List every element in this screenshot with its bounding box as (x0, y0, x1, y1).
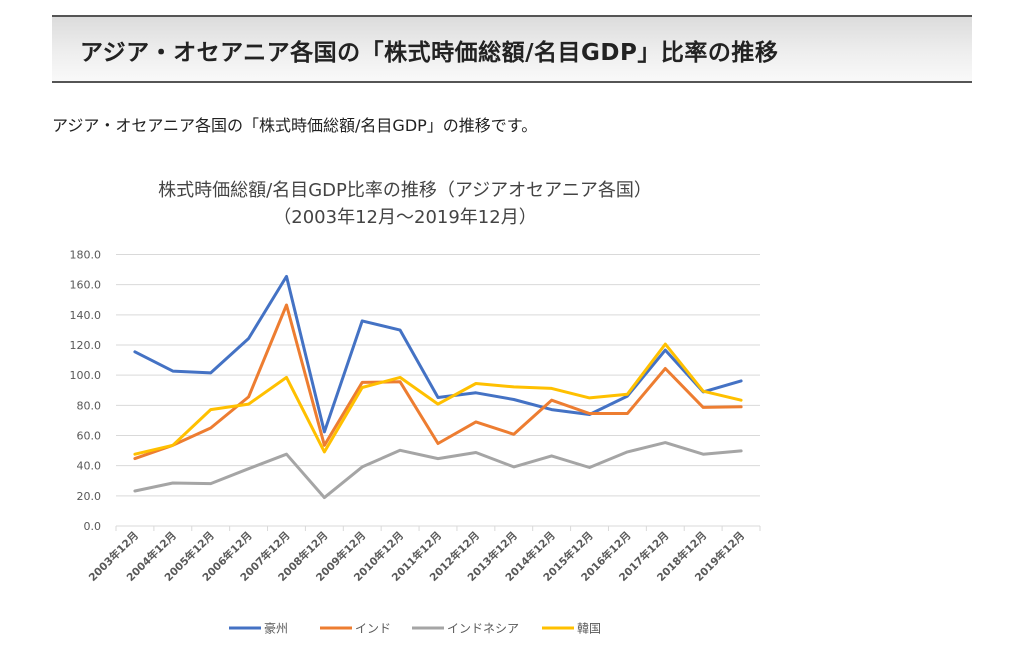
y-tick-label: 100.0 (70, 369, 102, 382)
y-tick-label: 80.0 (77, 399, 102, 412)
y-tick-label: 40.0 (77, 460, 102, 473)
legend-item: インド (320, 622, 391, 636)
gridlines (116, 254, 760, 497)
y-tick-label: 120.0 (70, 339, 102, 352)
legend-label: インドネシア (447, 622, 519, 636)
chart-subtitle: （2003年12月～2019年12月） (273, 207, 537, 228)
legend: 豪州 インド インドネシア 韓国 (229, 621, 601, 636)
series-line-2 (133, 441, 743, 500)
x-axis: 2003年12月2004年12月2005年12月2006年12月2007年12月… (86, 525, 761, 584)
y-tick-label: 20.0 (77, 490, 102, 503)
section-title: アジア・オセアニア各国の「株式時価総額/名目GDP」比率の推移 (80, 40, 779, 66)
legend-item: 豪州 (229, 621, 288, 636)
legend-item: インドネシア (412, 622, 519, 636)
y-tick-label: 180.0 (70, 249, 102, 262)
y-axis-ticks: 0.0 20.0 40.0 60.0 80.0 100.0 120.0 140.0 160.0 1… (70, 249, 102, 534)
section-header: アジア・オセアニア各国の「株式時価総額/名目GDP」比率の推移 (52, 15, 972, 83)
y-tick-label: 60.0 (77, 430, 102, 443)
legend-label: 韓国 (577, 622, 601, 636)
legend-label: インド (355, 622, 391, 636)
series-lines (133, 274, 743, 500)
y-tick-label: 160.0 (70, 279, 102, 292)
legend-item: 韓国 (542, 622, 601, 636)
y-tick-label: 0.0 (84, 520, 102, 533)
y-tick-label: 140.0 (70, 309, 102, 322)
legend-label: 豪州 (264, 621, 288, 636)
intro-text: アジア・オセアニア各国の「株式時価総額/名目GDP」の推移です。 (52, 116, 538, 135)
chart-title: 株式時価総額/名目GDP比率の推移（アジアオセアニア各国） (158, 180, 652, 201)
